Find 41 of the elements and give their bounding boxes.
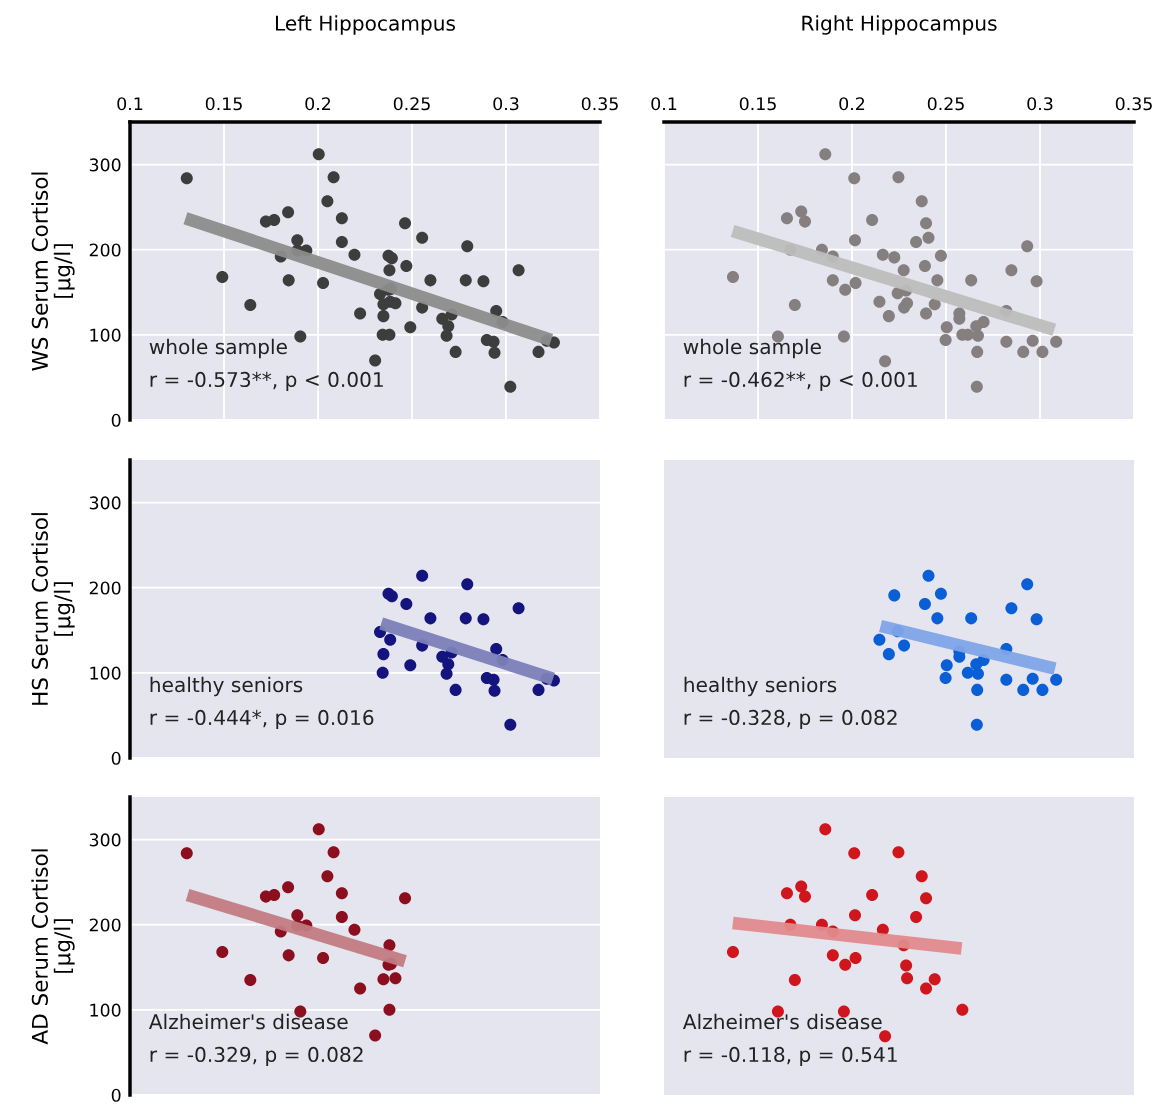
x-tick-label: 0.15 <box>205 97 242 111</box>
annotation: Alzheimer's disease <box>682 1013 882 1030</box>
y-axis-title: AD Serum Cortisol [µg/l] <box>31 849 75 1045</box>
y-tick-label: 0 <box>111 751 121 765</box>
annotation: r = -0.462**, p < 0.001 <box>684 371 917 392</box>
y-tick-label: 200 <box>89 243 121 257</box>
y-tick-label: 200 <box>89 918 121 932</box>
annotation: healthy seniors <box>684 676 837 697</box>
x-tick-label: 0.35 <box>1115 97 1152 111</box>
chart-title: Right Hippocampus <box>802 15 997 35</box>
annotation: Alzheimer's disease <box>148 1013 348 1030</box>
x-tick-label: 0.35 <box>581 97 618 111</box>
annotation: r = -0.118, p = 0.541 <box>684 1046 897 1067</box>
annotation: whole sample <box>683 338 821 359</box>
annotation: whole sample <box>149 338 287 359</box>
y-tick-label: 100 <box>90 328 121 342</box>
annotation: r = -0.573**, p < 0.001 <box>150 371 383 392</box>
x-tick-label: 0.1 <box>117 97 143 111</box>
x-tick-label: 0.3 <box>493 97 519 111</box>
x-tick-label: 0.15 <box>739 97 776 111</box>
x-tick-label: 0.3 <box>1027 97 1053 111</box>
x-tick-label: 0.2 <box>839 97 865 111</box>
y-tick-label: 300 <box>89 833 121 847</box>
x-tick-label: 0.1 <box>651 97 677 111</box>
y-axis-title: HS Serum Cortisol [µg/l] <box>31 513 75 705</box>
annotation: r = -0.444*, p = 0.016 <box>150 709 374 730</box>
y-tick-label: 200 <box>89 581 121 595</box>
x-tick-label: 0.25 <box>393 97 430 111</box>
y-tick-label: 100 <box>90 1003 121 1017</box>
y-tick-label: 100 <box>90 666 121 680</box>
annotation: healthy seniors <box>150 676 303 697</box>
x-tick-label: 0.2 <box>305 97 331 111</box>
y-axis-title: WS Serum Cortisol [µg/l] <box>31 172 75 371</box>
annotation: r = -0.328, p = 0.082 <box>684 709 897 730</box>
x-tick-label: 0.25 <box>927 97 964 111</box>
y-tick-label: 0 <box>111 1088 121 1102</box>
annotation: r = -0.329, p = 0.082 <box>150 1046 363 1067</box>
y-tick-label: 0 <box>111 413 121 427</box>
y-tick-label: 300 <box>89 496 121 510</box>
y-tick-label: 300 <box>89 158 121 172</box>
chart-title: Left Hippocampus <box>275 15 456 35</box>
